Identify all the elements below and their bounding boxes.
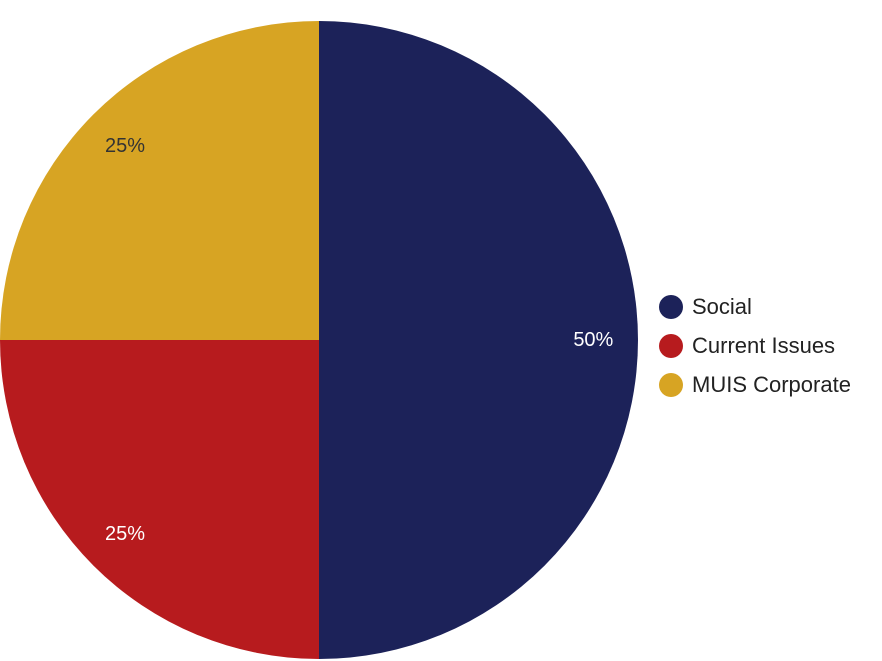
slice-label: 25% [105,523,145,545]
legend-swatch [659,372,683,397]
legend-swatch [659,333,683,358]
legend-label: Social [692,293,752,319]
legend-item-current-issues[interactable]: Current Issues [659,326,851,365]
slice-label: 25% [105,135,145,157]
pie-slice-current-issues[interactable] [0,340,319,659]
legend-label: Current Issues [692,332,836,358]
legend-label: MUIS Corporate [692,371,851,397]
legend: Social Current Issues MUIS Corporate [659,287,851,404]
pie-chart-plot: 50% 25% 25% [0,21,638,659]
legend-swatch [659,294,683,319]
pie-slice-muis-corporate[interactable] [0,21,319,340]
slice-label: 50% [573,329,613,351]
pie-slice-social[interactable] [319,21,638,659]
legend-item-social[interactable]: Social [659,287,851,326]
legend-item-muis-corporate[interactable]: MUIS Corporate [659,365,851,404]
